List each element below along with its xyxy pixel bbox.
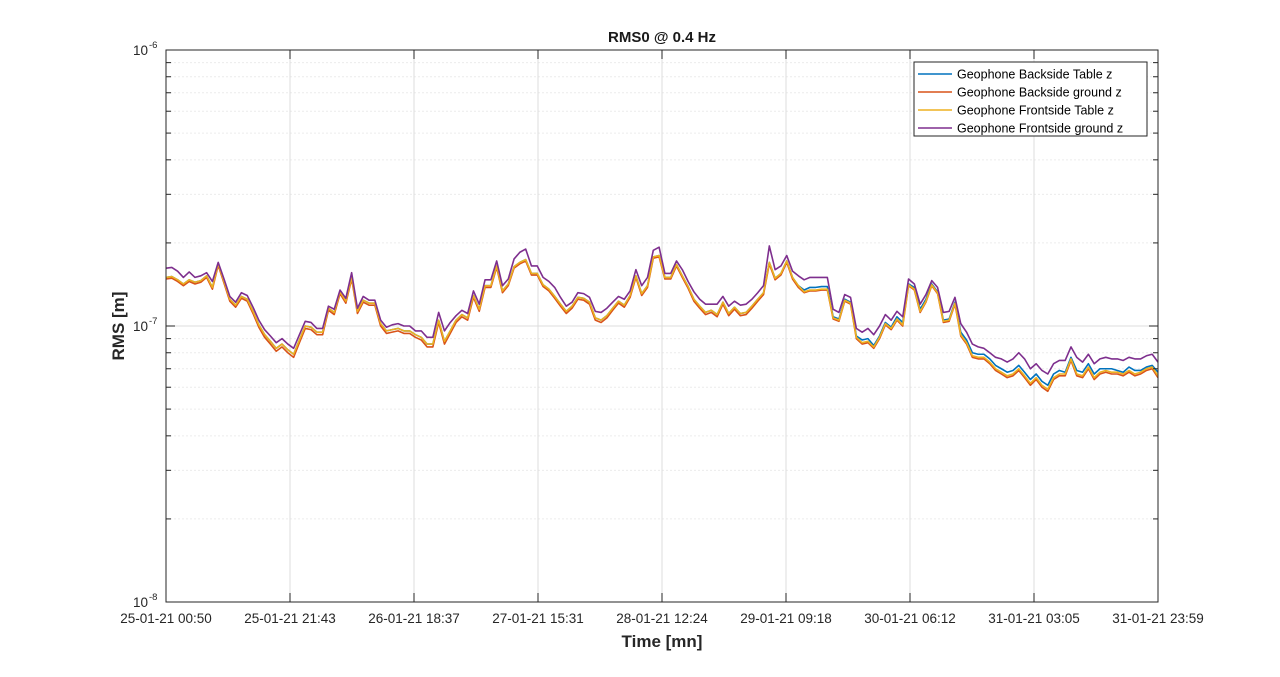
y-tick-label: 10 bbox=[133, 595, 148, 610]
y-tick-exponent: -7 bbox=[149, 316, 157, 327]
legend-label-2: Geophone Backside ground z bbox=[957, 86, 1122, 100]
series-line-3 bbox=[165, 254, 1159, 391]
y-axis-label: RMS [m] bbox=[109, 292, 128, 361]
y-tick-exponent: -8 bbox=[149, 592, 157, 603]
x-axis-label: Time [mn] bbox=[622, 632, 703, 651]
x-tick-label: 27-01-21 15:31 bbox=[492, 611, 584, 626]
series-layer bbox=[165, 245, 1159, 393]
x-tick-label: 31-01-21 03:05 bbox=[988, 611, 1080, 626]
y-tick-label: 10 bbox=[133, 319, 148, 334]
x-tick-label: 30-01-21 06:12 bbox=[864, 611, 956, 626]
y-tick-exponent: -6 bbox=[149, 40, 157, 51]
x-tick-label: 29-01-21 09:18 bbox=[740, 611, 832, 626]
legend-label-1: Geophone Backside Table z bbox=[957, 68, 1112, 82]
series-line-4 bbox=[165, 245, 1159, 375]
chart-title: RMS0 @ 0.4 Hz bbox=[608, 29, 716, 46]
legend-box bbox=[913, 61, 1148, 137]
legend-label-4: Geophone Frontside ground z bbox=[957, 122, 1123, 136]
legend-label-3: Geophone Frontside Table z bbox=[957, 104, 1114, 118]
x-tick-label: 31-01-21 23:59 bbox=[1112, 611, 1204, 626]
x-tick-label: 26-01-21 18:37 bbox=[368, 611, 460, 626]
y-tick-label: 10 bbox=[133, 43, 148, 58]
legend[interactable]: Geophone Backside Table z Geophone Backsi… bbox=[913, 61, 1148, 137]
x-tick-label: 25-01-21 00:50 bbox=[120, 611, 212, 626]
x-tick-labels: 25-01-21 00:50 25-01-21 21:43 26-01-21 18:… bbox=[120, 611, 1204, 626]
tick-layer bbox=[165, 49, 1159, 603]
x-tick-label: 28-01-21 12:24 bbox=[616, 611, 708, 626]
x-tick-label: 25-01-21 21:43 bbox=[244, 611, 336, 626]
y-tick-labels: 10-810-710-6 bbox=[133, 40, 157, 610]
